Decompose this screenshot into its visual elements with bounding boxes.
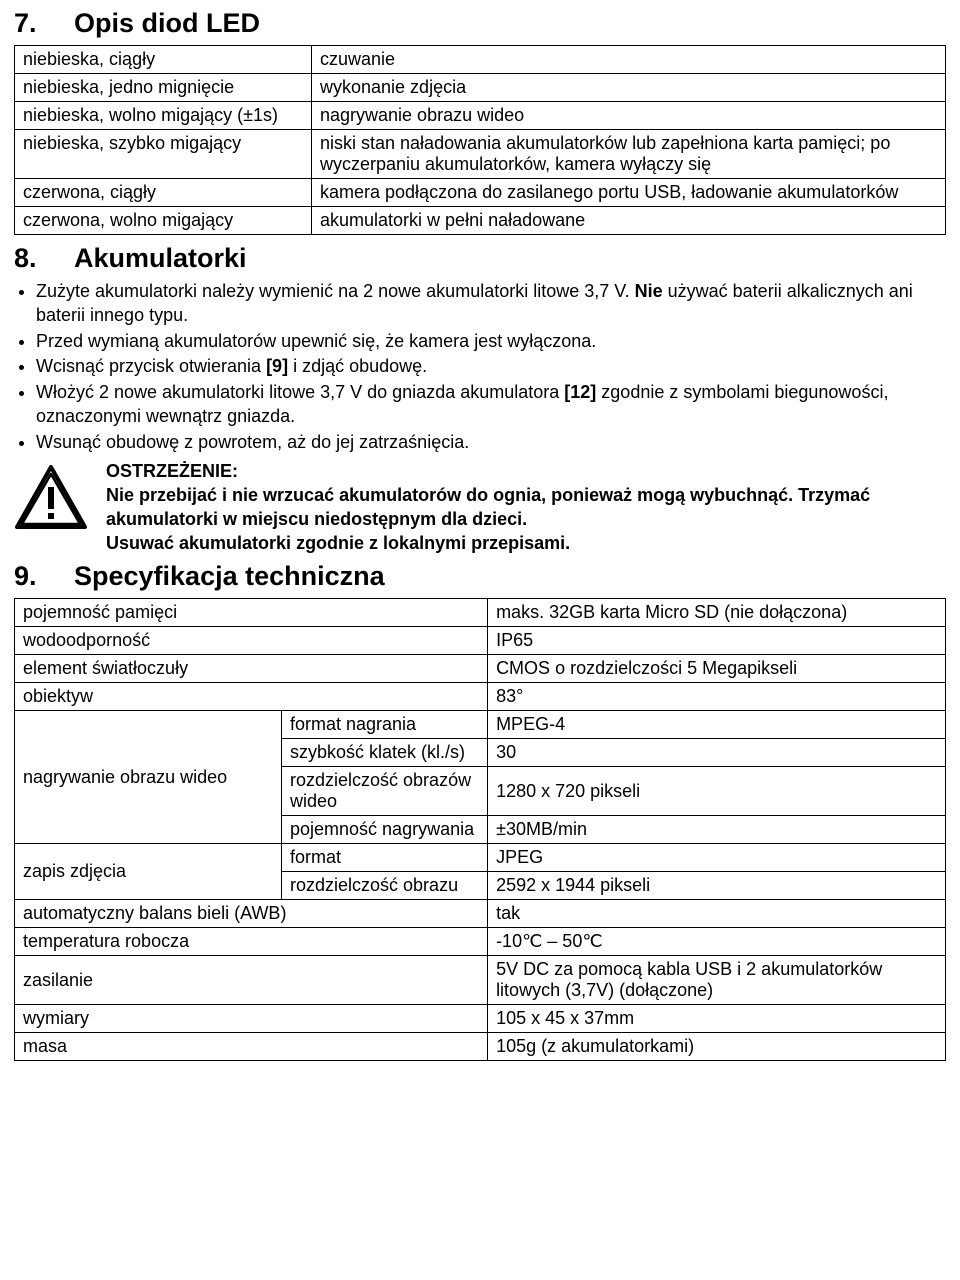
led-table: niebieska, ciągłyczuwanieniebieska, jedn… — [14, 45, 946, 235]
spec-value: ±30MB/min — [488, 816, 946, 844]
spec-value: 1280 x 720 pikseli — [488, 767, 946, 816]
spec-label: wymiary — [15, 1005, 488, 1033]
section7-number: 7. — [14, 8, 74, 39]
spec-value: 105 x 45 x 37mm — [488, 1005, 946, 1033]
spec-value: 5V DC za pomocą kabla USB i 2 akumulator… — [488, 956, 946, 1005]
led-meaning: wykonanie zdjęcia — [312, 74, 946, 102]
led-state: czerwona, ciągły — [15, 179, 312, 207]
spec-value: IP65 — [488, 627, 946, 655]
list-item: Wsunąć obudowę z powrotem, aż do jej zat… — [36, 431, 946, 455]
warning-body: Nie przebijać i nie wrzucać akumulatorów… — [106, 485, 870, 553]
table-row: wodoodpornośćIP65 — [15, 627, 946, 655]
led-meaning: kamera podłączona do zasilanego portu US… — [312, 179, 946, 207]
table-row: niebieska, ciągłyczuwanie — [15, 46, 946, 74]
spec-label: automatyczny balans bieli (AWB) — [15, 900, 488, 928]
spec-group-label: zapis zdjęcia — [15, 844, 282, 900]
spec-value: maks. 32GB karta Micro SD (nie dołączona… — [488, 599, 946, 627]
list-item: Wcisnąć przycisk otwierania [9] i zdjąć … — [36, 355, 946, 379]
led-state: niebieska, szybko migający — [15, 130, 312, 179]
akumulatorki-list: Zużyte akumulatorki należy wymienić na 2… — [14, 280, 946, 454]
section9-title: Specyfikacja techniczna — [74, 561, 385, 591]
spec-table: pojemność pamięcimaks. 32GB karta Micro … — [14, 598, 946, 1061]
led-state: niebieska, jedno mignięcie — [15, 74, 312, 102]
spec-label: temperatura robocza — [15, 928, 488, 956]
table-row: niebieska, wolno migający (±1s)nagrywani… — [15, 102, 946, 130]
led-meaning: nagrywanie obrazu wideo — [312, 102, 946, 130]
table-row: pojemność pamięcimaks. 32GB karta Micro … — [15, 599, 946, 627]
spec-label: zasilanie — [15, 956, 488, 1005]
led-meaning: niski stan naładowania akumulatorków lub… — [312, 130, 946, 179]
spec-value: JPEG — [488, 844, 946, 872]
list-item: Przed wymianą akumulatorów upewnić się, … — [36, 330, 946, 354]
spec-value: 83° — [488, 683, 946, 711]
spec-value: MPEG-4 — [488, 711, 946, 739]
table-row: zasilanie5V DC za pomocą kabla USB i 2 a… — [15, 956, 946, 1005]
table-row: czerwona, wolno migającyakumulatorki w p… — [15, 207, 946, 235]
spec-sublabel: format nagrania — [282, 711, 488, 739]
spec-sublabel: pojemność nagrywania — [282, 816, 488, 844]
table-row: nagrywanie obrazu wideoformat nagraniaMP… — [15, 711, 946, 739]
table-row: czerwona, ciągłykamera podłączona do zas… — [15, 179, 946, 207]
spec-sublabel: rozdzielczość obrazu — [282, 872, 488, 900]
section7-heading: 7.Opis diod LED — [14, 8, 946, 39]
section8-heading: 8.Akumulatorki — [14, 243, 946, 274]
table-row: element światłoczułyCMOS o rozdzielczośc… — [15, 655, 946, 683]
warning-icon — [14, 464, 88, 530]
warning-block: OSTRZEŻENIE: Nie przebijać i nie wrzucać… — [14, 460, 946, 555]
section9-heading: 9.Specyfikacja techniczna — [14, 561, 946, 592]
list-item: Włożyć 2 nowe akumulatorki litowe 3,7 V … — [36, 381, 946, 429]
led-meaning: akumulatorki w pełni naładowane — [312, 207, 946, 235]
spec-sublabel: format — [282, 844, 488, 872]
table-row: niebieska, szybko migającyniski stan nał… — [15, 130, 946, 179]
led-meaning: czuwanie — [312, 46, 946, 74]
spec-label: obiektyw — [15, 683, 488, 711]
spec-value: CMOS o rozdzielczości 5 Megapikseli — [488, 655, 946, 683]
spec-group-label: nagrywanie obrazu wideo — [15, 711, 282, 844]
led-state: niebieska, wolno migający (±1s) — [15, 102, 312, 130]
section8-number: 8. — [14, 243, 74, 274]
table-row: wymiary105 x 45 x 37mm — [15, 1005, 946, 1033]
table-row: masa105g (z akumulatorkami) — [15, 1033, 946, 1061]
section8-title: Akumulatorki — [74, 243, 247, 273]
led-state: czerwona, wolno migający — [15, 207, 312, 235]
list-item: Zużyte akumulatorki należy wymienić na 2… — [36, 280, 946, 328]
table-row: automatyczny balans bieli (AWB)tak — [15, 900, 946, 928]
spec-label: masa — [15, 1033, 488, 1061]
spec-sublabel: rozdzielczość obrazów wideo — [282, 767, 488, 816]
spec-value: -10℃ – 50℃ — [488, 928, 946, 956]
table-row: niebieska, jedno mignięciewykonanie zdję… — [15, 74, 946, 102]
table-row: temperatura robocza-10℃ – 50℃ — [15, 928, 946, 956]
section7-title: Opis diod LED — [74, 8, 260, 38]
spec-label: element światłoczuły — [15, 655, 488, 683]
spec-value: 105g (z akumulatorkami) — [488, 1033, 946, 1061]
warning-text: OSTRZEŻENIE: Nie przebijać i nie wrzucać… — [106, 460, 946, 555]
spec-label: wodoodporność — [15, 627, 488, 655]
section9-number: 9. — [14, 561, 74, 592]
spec-label: pojemność pamięci — [15, 599, 488, 627]
spec-value: tak — [488, 900, 946, 928]
warning-title: OSTRZEŻENIE: — [106, 461, 238, 481]
spec-sublabel: szybkość klatek (kl./s) — [282, 739, 488, 767]
table-row: zapis zdjęciaformatJPEG — [15, 844, 946, 872]
table-row: obiektyw83° — [15, 683, 946, 711]
spec-value: 2592 x 1944 pikseli — [488, 872, 946, 900]
led-state: niebieska, ciągły — [15, 46, 312, 74]
spec-value: 30 — [488, 739, 946, 767]
